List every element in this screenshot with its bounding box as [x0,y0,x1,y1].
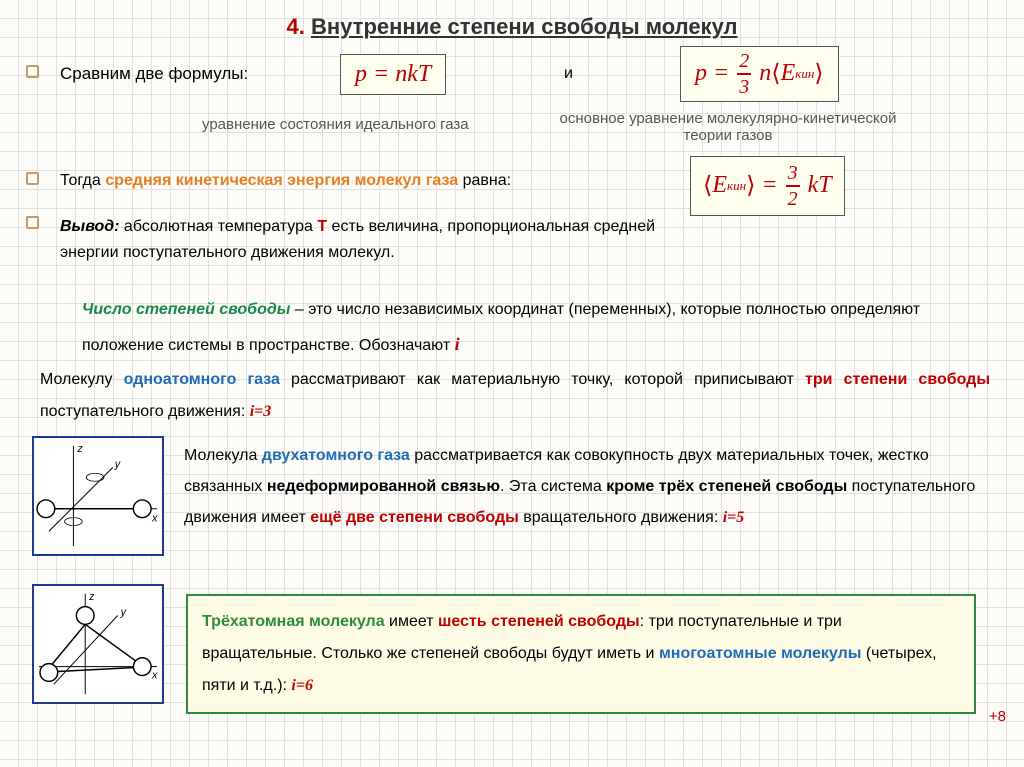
title-text: Внутренние степени свободы молекул [311,14,738,39]
svg-text:z: z [88,591,95,603]
formula-mkt: p = 23 n⟨Eкин⟩ [680,46,839,102]
bullet-icon [26,172,39,185]
svg-text:x: x [151,669,158,681]
caption-mkt: основное уравнение молекулярно-кинетичес… [548,110,908,144]
energy-line: Тогда средняя кинетическая энергия молек… [60,172,511,190]
formula-ideal-gas: p = nkT [340,54,446,95]
diatomic-text: Молекула двухатомного газа рассматривает… [184,440,984,534]
page-number: +8 [989,708,1006,725]
diagram-triatomic: z x y [32,584,164,704]
bullet-icon [26,216,39,229]
section-title: 4. Внутренние степени свободы молекул [0,14,1024,40]
bullet-icon [26,65,39,78]
caption-ideal-gas: уравнение состояния идеального газа [202,116,469,133]
svg-text:x: x [151,513,158,525]
svg-text:y: y [114,458,121,470]
triatomic-box: Трёхатомная молекула имеет шесть степене… [186,594,976,714]
dof-definition: Число степеней свободы – это число незав… [82,294,982,362]
section-number: 4. [287,14,305,39]
diagram-diatomic: z x y [32,436,164,556]
conjunction: и [564,65,573,83]
compare-label: Сравним две формулы: [60,64,248,84]
svg-text:y: y [120,606,127,618]
svg-text:z: z [76,443,83,455]
conclusion: Вывод: абсолютная температура T есть вел… [60,214,660,265]
formula-energy: ⟨Eкин⟩ = 32 kT [690,156,845,216]
monatomic-text: Молекулу одноатомного газа рассматривают… [40,364,990,428]
